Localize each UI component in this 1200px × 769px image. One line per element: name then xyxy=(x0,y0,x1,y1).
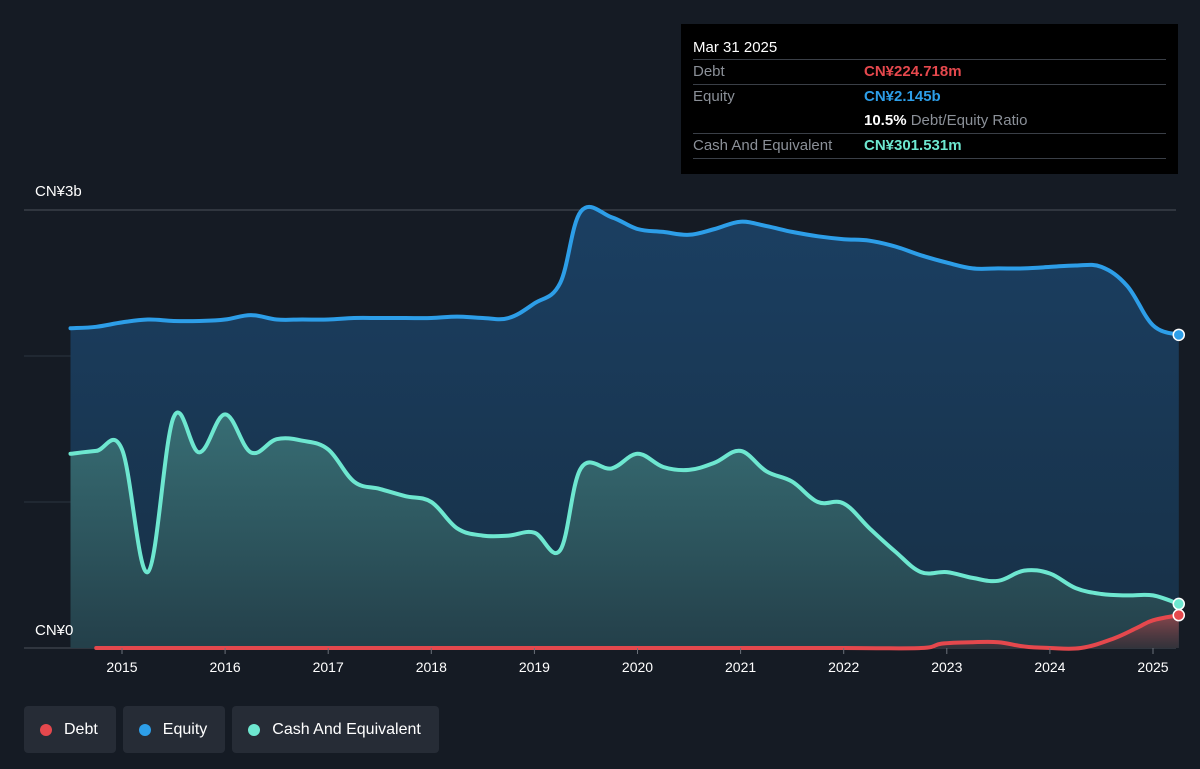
tooltip-ratio-row: 10.5% Debt/Equity Ratio xyxy=(693,109,1166,133)
x-tick-label-2018: 2018 xyxy=(416,659,447,675)
x-axis-ticks: 2015 2016 2017 2018 2019 2020 2021 2022 2023 2024… xyxy=(106,648,1169,675)
tooltip-ratio-pct: 10.5% xyxy=(864,112,907,129)
tooltip-equity-label: Equity xyxy=(693,88,735,105)
legend-item-debt[interactable]: Debt xyxy=(24,706,116,753)
cash-area xyxy=(70,412,1179,648)
tooltip-date: Mar 31 2025 xyxy=(693,39,778,56)
tooltip-cash-label: Cash And Equivalent xyxy=(693,137,833,154)
legend-dot-equity xyxy=(138,723,151,736)
tooltip-debt-row: Debt CN¥224.718m xyxy=(693,59,1166,84)
legend-label-cash: Cash And Equivalent xyxy=(272,720,421,738)
series-areas xyxy=(70,206,1179,649)
debt-end-marker xyxy=(1172,608,1186,622)
x-tick-label-2020: 2020 xyxy=(622,659,653,675)
x-tick-label-2019: 2019 xyxy=(519,659,550,675)
y-axis-top-label: CN¥3b xyxy=(35,183,82,200)
legend-item-cash[interactable]: Cash And Equivalent xyxy=(232,706,439,753)
legend-dot-debt xyxy=(40,723,52,736)
x-tick-label-2022: 2022 xyxy=(828,659,859,675)
legend: Debt Equity Cash And Equivalent xyxy=(24,706,439,753)
tooltip-cash-value: CN¥301.531m xyxy=(864,137,962,154)
legend-dot-cash xyxy=(248,723,261,736)
equity-line xyxy=(68,204,1181,337)
tooltip: Mar 31 2025 Debt CN¥224.718m Equity CN¥2… xyxy=(681,24,1178,174)
equity-end-marker xyxy=(1172,328,1186,342)
tooltip-equity-row: Equity CN¥2.145b xyxy=(693,84,1166,109)
cash-line xyxy=(68,410,1181,606)
legend-label-debt: Debt xyxy=(64,720,98,738)
tooltip-debt-value: CN¥224.718m xyxy=(864,63,962,80)
x-tick-label-2023: 2023 xyxy=(931,659,962,675)
legend-item-equity[interactable]: Equity xyxy=(122,706,226,753)
end-markers xyxy=(1172,328,1186,622)
y-axis-bottom-label: CN¥0 xyxy=(35,622,74,639)
x-tick-label-2016: 2016 xyxy=(210,659,241,675)
tooltip-equity-value: CN¥2.145b xyxy=(864,88,941,105)
x-tick-label-2024: 2024 xyxy=(1034,659,1065,675)
x-tick-label-2025: 2025 xyxy=(1137,659,1168,675)
tooltip-ratio: 10.5% Debt/Equity Ratio xyxy=(864,109,1027,133)
x-tick-label-2015: 2015 xyxy=(106,659,137,675)
legend-label-equity: Equity xyxy=(162,720,208,738)
x-tick-label-2017: 2017 xyxy=(313,659,344,675)
cash-end-marker xyxy=(1172,597,1186,611)
tooltip-cash-row: Cash And Equivalent CN¥301.531m xyxy=(693,133,1166,159)
tooltip-debt-label: Debt xyxy=(693,63,725,80)
tooltip-ratio-label: Debt/Equity Ratio xyxy=(910,112,1028,129)
x-tick-label-2021: 2021 xyxy=(725,659,756,675)
